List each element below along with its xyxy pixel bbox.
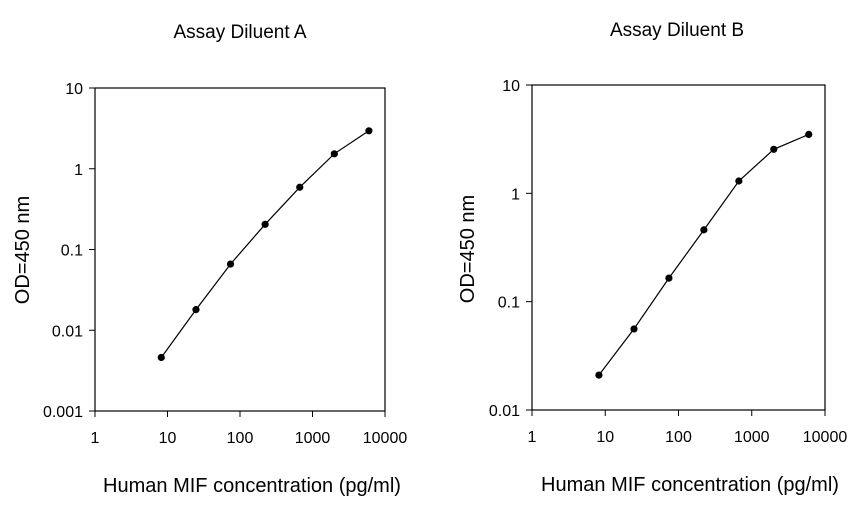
data-point [365, 127, 373, 135]
chart-b-plot-frame [531, 84, 826, 411]
chart-a-y-ticks: 0.001 0.01 0.1 1 10 [43, 81, 95, 421]
x-tick-label: 1 [528, 429, 537, 446]
x-tick-label: 100 [227, 430, 254, 447]
chart-b: Assay Diluent B 1 10 100 1000 10000 0.01 0.1 1… [457, 20, 847, 496]
data-point [157, 353, 165, 362]
chart-b-x-ticks: 1 10 100 1000 10000 [528, 410, 848, 446]
x-tick-label: 10 [596, 429, 614, 446]
chart-b-y-ticks: 0.01 0.1 1 10 [489, 78, 532, 420]
y-tick-label: 1 [511, 186, 520, 203]
data-point [296, 183, 304, 191]
series-line [160, 130, 370, 358]
data-point [805, 130, 813, 138]
chart-b-x-axis-label: Human MIF concentration (pg/ml) [541, 474, 839, 496]
chart-a-x-axis-label: Human MIF concentration (pg/ml) [103, 475, 401, 497]
x-tick-label: 10000 [363, 430, 408, 447]
y-tick-label: 0.1 [498, 295, 520, 312]
x-tick-label: 10000 [803, 429, 848, 446]
chart-a-title: Assay Diluent A [173, 22, 306, 43]
x-tick-label: 10 [159, 430, 177, 447]
x-tick-label: 1000 [734, 429, 770, 446]
data-point [770, 145, 778, 153]
data-point [261, 220, 269, 228]
chart-a-series [157, 127, 373, 362]
data-point [665, 274, 673, 282]
series-line [598, 133, 809, 376]
chart-b-title: Assay Diluent B [610, 20, 744, 41]
data-point [700, 226, 708, 234]
y-tick-label: 0.001 [43, 404, 83, 421]
y-tick-label: 10 [65, 81, 83, 98]
data-point [735, 177, 743, 185]
chart-b-series [595, 130, 813, 379]
data-point [192, 306, 200, 314]
chart-a-y-axis-label: OD=450 nm [12, 196, 34, 304]
y-tick-label: 1 [74, 162, 83, 179]
chart-b-y-axis-label: OD=450 nm [457, 195, 479, 303]
data-point [630, 325, 638, 333]
x-tick-label: 1 [91, 430, 100, 447]
data-point [595, 371, 603, 379]
y-tick-label: 10 [502, 78, 520, 95]
x-tick-label: 100 [665, 429, 692, 446]
data-point [330, 150, 338, 158]
x-tick-label: 1000 [295, 430, 331, 447]
data-point [226, 260, 235, 268]
y-tick-label: 0.1 [61, 243, 83, 260]
chart-a: Assay Diluent A 1 10 100 1000 10000 0.0010.0… [12, 22, 407, 497]
y-tick-label: 0.01 [52, 323, 83, 340]
chart-a-plot-frame [94, 87, 386, 412]
chart-a-x-ticks: 1 10 100 1000 10000 [91, 411, 408, 447]
y-tick-label: 0.01 [489, 403, 520, 420]
